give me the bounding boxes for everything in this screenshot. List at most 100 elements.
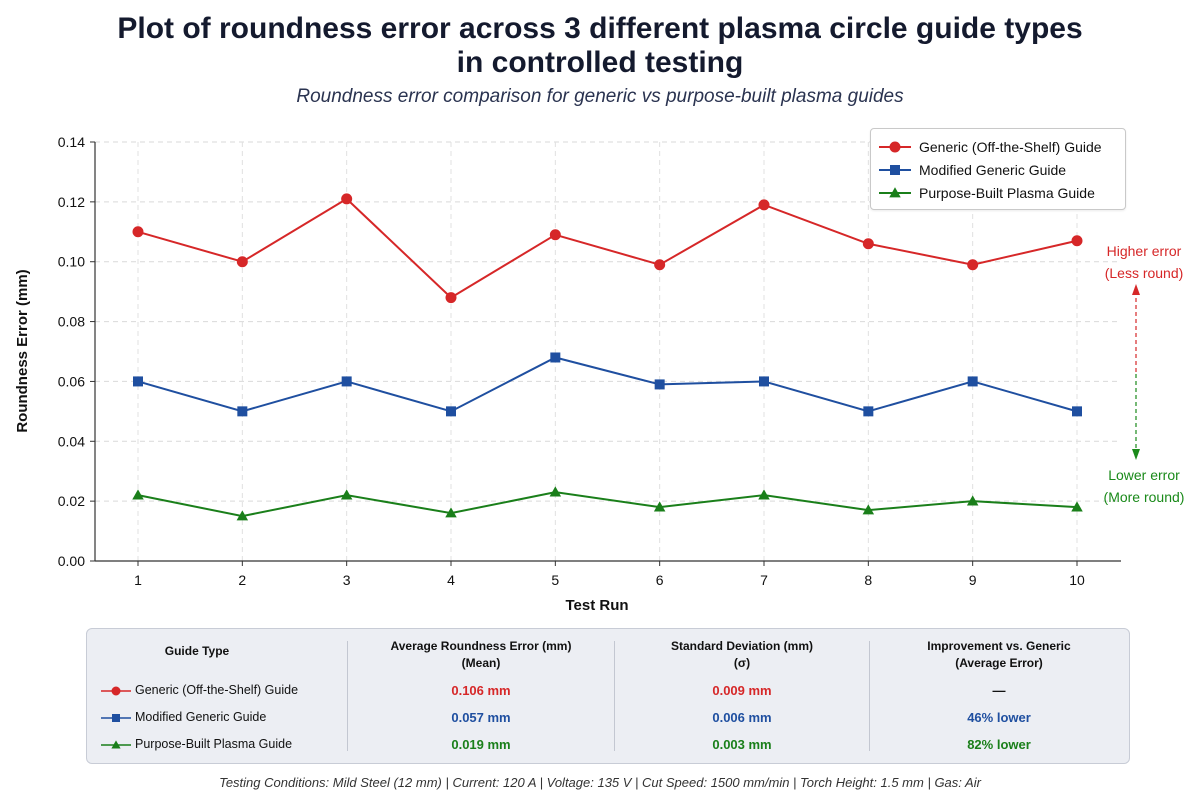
table-cell-average: 0.019 mm xyxy=(451,737,511,752)
x-tick-label: 9 xyxy=(969,572,977,588)
x-tick-label: 3 xyxy=(343,572,351,588)
table-swatch-purpose xyxy=(101,740,131,749)
table-swatch-generic xyxy=(101,686,131,696)
table-header-improvement-line-1: Improvement vs. Generic xyxy=(927,639,1071,653)
y-axis-label: Roundness Error (mm) xyxy=(14,269,31,432)
data-point xyxy=(341,376,352,387)
table-cell-improvement: — xyxy=(992,683,1006,698)
series-generic xyxy=(132,193,1083,304)
table-header-std-dev-line-1: Standard Deviation (mm) xyxy=(670,639,814,653)
data-point xyxy=(446,406,456,417)
chart-legend: Generic (Off-the-Shelf) Guide Modified G… xyxy=(870,128,1126,210)
y-tick-label: 0.10 xyxy=(58,254,85,270)
table-divider xyxy=(614,641,615,751)
table-marker-modified xyxy=(112,714,120,722)
y-tick-label: 0.04 xyxy=(58,433,85,449)
data-point xyxy=(862,238,874,250)
series-line xyxy=(137,356,1078,413)
annotation-higher-error: Higher error (Less round) xyxy=(1084,240,1200,284)
data-point xyxy=(758,489,770,500)
legend-item-generic: Generic (Off-the-Shelf) Guide xyxy=(871,135,1125,157)
table-cell-std-dev: 0.006 mm xyxy=(712,710,772,725)
chart-title-line-1: Plot of roundness error across 3 differe… xyxy=(117,12,1083,45)
x-tick-label: 1 xyxy=(134,572,142,588)
data-point xyxy=(133,376,143,387)
arrow-down-head xyxy=(1132,449,1140,460)
table-swatch-modified xyxy=(101,714,131,722)
legend-label-modified: Modified Generic Guide xyxy=(919,162,1067,178)
table-header-std-dev-line-2: (σ) xyxy=(733,656,751,670)
annotation-higher-line-2: (Less round) xyxy=(1104,265,1184,281)
summary-table: Guide Type Average Roundness Error (mm) … xyxy=(86,628,1130,764)
y-tick-label: 0.14 xyxy=(58,134,85,150)
data-point xyxy=(967,376,978,387)
x-tick-label: 8 xyxy=(864,572,872,588)
x-tick-label: 4 xyxy=(447,572,455,588)
y-tick-label: 0.12 xyxy=(58,194,85,210)
table-header-std-dev: Standard Deviation (mm) (σ) xyxy=(615,638,869,672)
table-header-guide-type: Guide Type xyxy=(164,644,230,658)
annotation-lower-line-2: (More round) xyxy=(1103,489,1185,505)
x-tick-label: 2 xyxy=(238,572,246,588)
data-point xyxy=(341,193,353,205)
data-point xyxy=(863,406,874,417)
data-point xyxy=(653,501,666,512)
data-point xyxy=(132,226,144,238)
data-point xyxy=(758,199,770,211)
axes xyxy=(90,141,1121,566)
table-header-improvement-line-2: (Average Error) xyxy=(955,656,1043,670)
data-point xyxy=(1072,406,1082,417)
series-group xyxy=(132,193,1083,521)
series-line xyxy=(137,491,1078,518)
annotation-lower-error: Lower error (More round) xyxy=(1084,464,1200,508)
annotation-lower-line-1: Lower error xyxy=(1108,467,1180,483)
table-header-improvement: Improvement vs. Generic (Average Error) xyxy=(870,638,1128,672)
data-point xyxy=(549,229,561,241)
series-modified xyxy=(133,352,1082,417)
data-point xyxy=(340,489,353,500)
table-row-purpose: Purpose-Built Plasma Guide 0.019 mm 0.00… xyxy=(87,735,1129,755)
table-cell-std-dev: 0.003 mm xyxy=(712,737,772,752)
table-row-generic: Generic (Off-the-Shelf) Guide 0.106 mm 0… xyxy=(87,681,1129,701)
table-row-name: Purpose-Built Plasma Guide xyxy=(135,737,293,751)
legend-marker-modified xyxy=(890,165,900,175)
data-point xyxy=(654,259,666,271)
table-marker-generic xyxy=(111,686,121,696)
data-point xyxy=(966,495,979,506)
annotation-higher-line-1: Higher error xyxy=(1106,243,1182,259)
y-tick-label: 0.06 xyxy=(58,373,85,389)
series-purpose xyxy=(132,486,1083,521)
x-tick-label: 7 xyxy=(760,572,768,588)
table-divider xyxy=(347,641,348,751)
data-point xyxy=(1071,235,1083,247)
legend-label-purpose: Purpose-Built Plasma Guide xyxy=(919,185,1095,201)
table-cell-improvement: 46% lower xyxy=(967,710,1031,725)
x-tick-label: 10 xyxy=(1069,572,1085,588)
series-line xyxy=(137,197,1078,299)
table-cell-average: 0.057 mm xyxy=(451,710,511,725)
chart-title: Plot of roundness error across 3 differe… xyxy=(0,12,1200,80)
table-row-modified: Modified Generic Guide 0.057 mm 0.006 mm… xyxy=(87,708,1129,728)
line-chart: 0.00 0.02 0.04 0.06 0.08 0.10 0.12 0.14 1 2 3 4 5 6 7 8… xyxy=(14,134,1140,614)
legend-marker-generic xyxy=(889,141,901,153)
x-tick-label: 5 xyxy=(551,572,559,588)
table-marker-purpose xyxy=(111,740,121,749)
arrow-up-head xyxy=(1132,284,1140,295)
data-point xyxy=(862,504,875,515)
data-point xyxy=(759,376,769,387)
table-cell-average: 0.106 mm xyxy=(451,683,511,698)
legend-swatch-generic xyxy=(879,141,911,153)
table-header-average-line-1: Average Roundness Error (mm) xyxy=(390,639,572,653)
data-point xyxy=(132,489,144,500)
legend-item-purpose: Purpose-Built Plasma Guide xyxy=(871,181,1125,203)
data-point xyxy=(445,507,457,518)
table-header-average: Average Roundness Error (mm) (Mean) xyxy=(349,638,613,672)
legend-label-generic: Generic (Off-the-Shelf) Guide xyxy=(919,139,1102,155)
y-tick-label: 0.00 xyxy=(58,553,85,569)
testing-conditions-footer: Testing Conditions: Mild Steel (12 mm) |… xyxy=(219,775,981,790)
tick-labels: 0.00 0.02 0.04 0.06 0.08 0.10 0.12 0.14 1 2 3 4 5 6 7 8… xyxy=(58,134,1085,588)
table-divider xyxy=(869,641,870,751)
table-row-name: Generic (Off-the-Shelf) Guide xyxy=(135,683,299,697)
legend-swatch-purpose xyxy=(879,187,911,198)
x-axis-label: Test Run xyxy=(565,597,628,614)
